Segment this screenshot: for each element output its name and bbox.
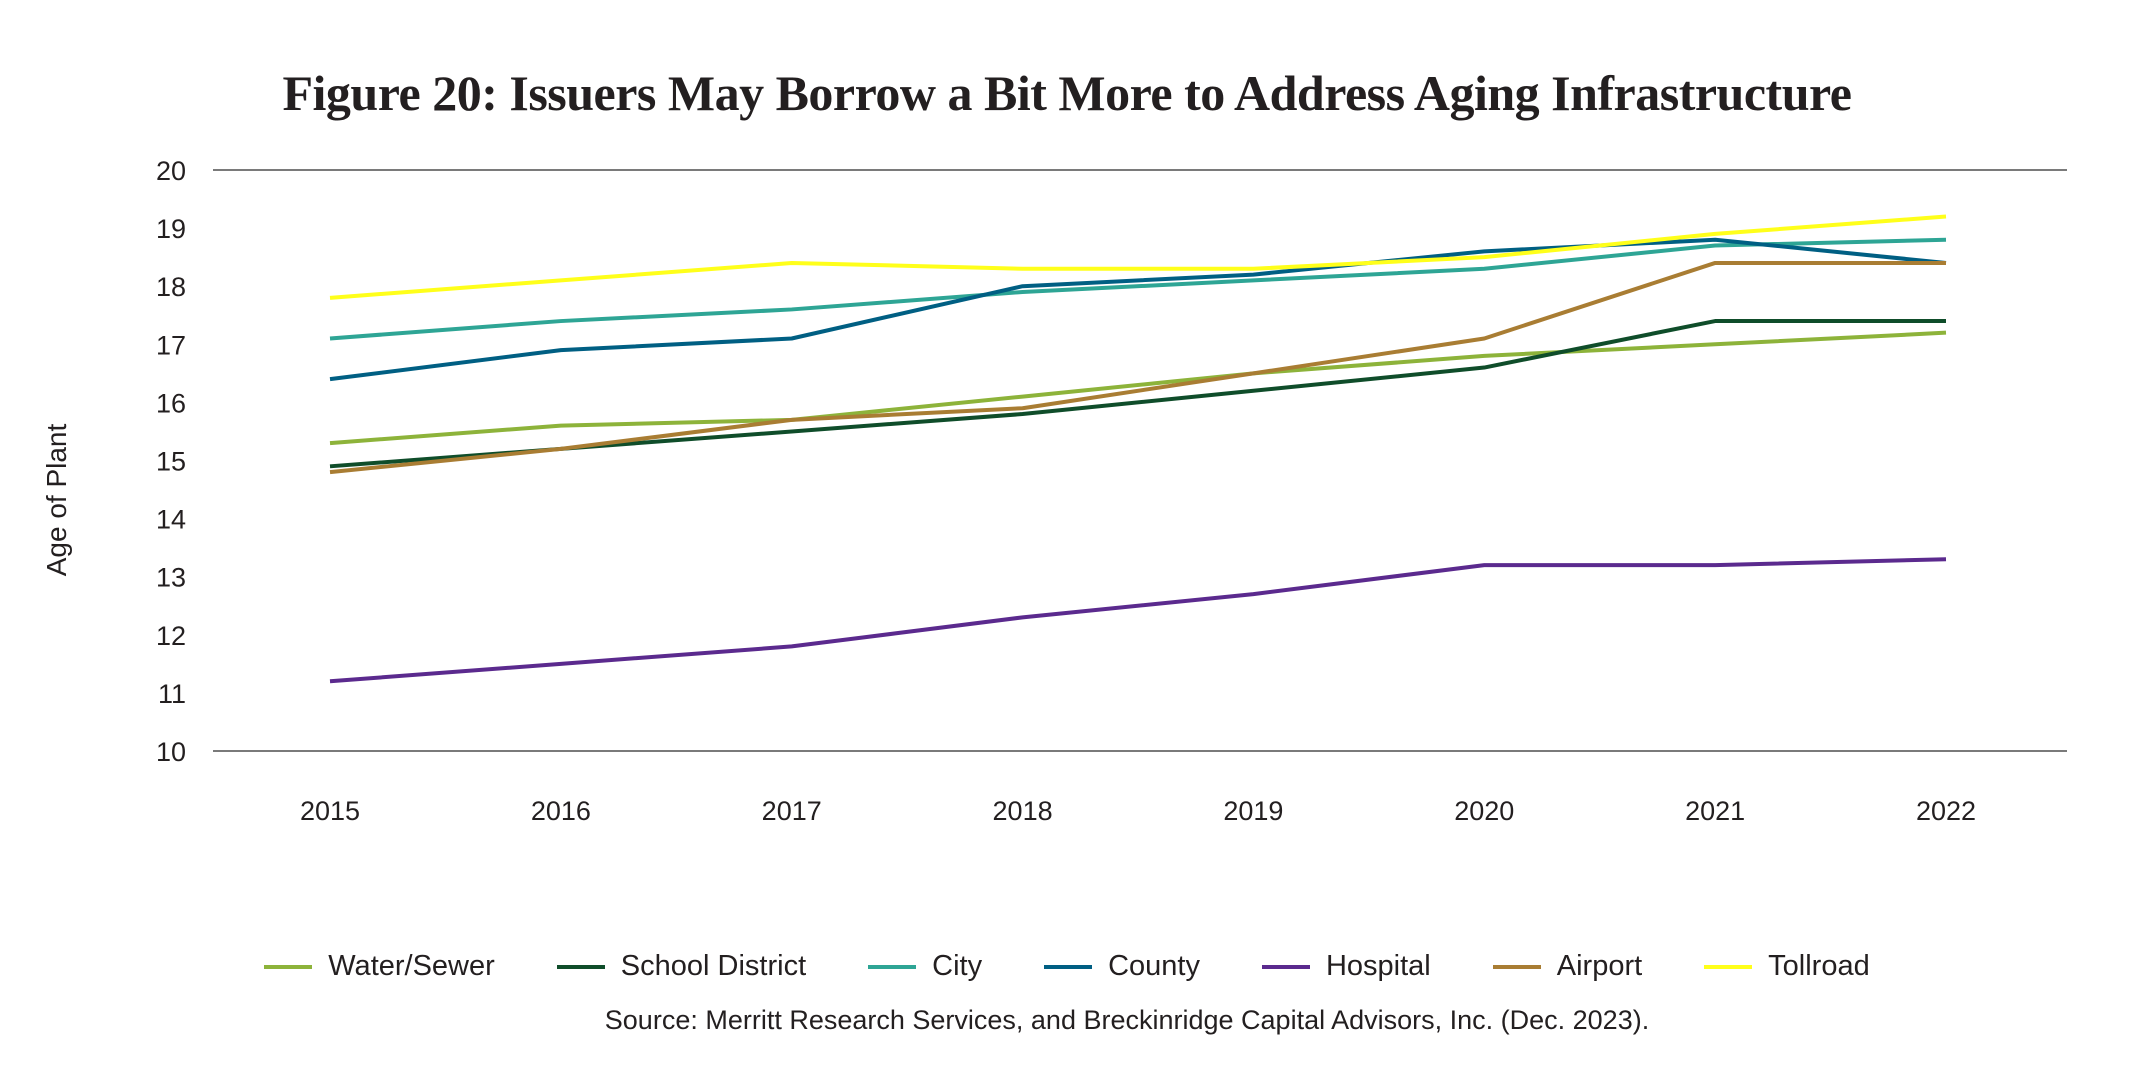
- y-tick-label: 13: [156, 563, 186, 593]
- x-tick-label: 2020: [1454, 796, 1514, 826]
- y-tick-label: 11: [158, 679, 186, 709]
- x-tick-label: 2022: [1916, 796, 1976, 826]
- legend-label: Tollroad: [1768, 950, 1870, 982]
- y-tick-label: 18: [156, 272, 186, 302]
- series-line-tollroad: [329, 214, 1947, 300]
- x-axis-ticks: 2015 2016 2017 2018 2019 2020 2021 2022: [300, 796, 1976, 826]
- legend-swatch: [1492, 964, 1541, 969]
- legend-item: Water/Sewer: [264, 950, 495, 983]
- legend-label: Hospital: [1325, 950, 1431, 982]
- series-line-hospital: [329, 557, 1947, 684]
- y-tick-label: 15: [156, 447, 186, 477]
- legend-swatch: [1704, 964, 1753, 969]
- series-line-school-district: [329, 319, 1946, 469]
- x-tick-label: 2018: [993, 796, 1053, 826]
- legend: Water/Sewer School District City County Hosp…: [0, 950, 2134, 983]
- legend-swatch: [1044, 964, 1093, 969]
- chart-title: Figure 20: Issuers May Borrow a Bit More…: [282, 65, 1852, 121]
- series-line-county: [329, 237, 1947, 382]
- x-tick-label: 2017: [762, 796, 822, 826]
- legend-swatch: [868, 964, 917, 969]
- legend-label: County: [1108, 950, 1200, 982]
- legend-item: City: [868, 950, 982, 983]
- y-tick-label: 10: [156, 737, 186, 767]
- y-tick-label: 16: [156, 388, 186, 418]
- legend-swatch: [264, 964, 313, 969]
- legend-item: Hospital: [1261, 950, 1431, 983]
- source-note: Source: Merritt Research Services, and B…: [604, 1005, 1650, 1035]
- legend-label: School District: [620, 950, 807, 982]
- gridlines: [213, 169, 2067, 752]
- y-tick-label: 17: [156, 330, 186, 360]
- y-axis-ticks: 10 11 12 13 14 15 16 17 18 19 20: [156, 156, 186, 767]
- y-tick-label: 20: [156, 156, 186, 186]
- legend-item: County: [1044, 950, 1200, 983]
- series-line-airport: [329, 260, 1946, 475]
- legend-item: Tollroad: [1704, 950, 1870, 983]
- x-tick-label: 2019: [1223, 796, 1283, 826]
- y-tick-label: 14: [156, 505, 186, 535]
- legend-item: Airport: [1492, 950, 1643, 983]
- legend-label: Airport: [1556, 950, 1643, 982]
- y-tick-label: 12: [156, 621, 186, 651]
- x-tick-label: 2016: [531, 796, 591, 826]
- series-line-water-sewer: [329, 330, 1947, 446]
- series-lines: [329, 214, 1947, 684]
- legend-swatch: [556, 964, 605, 969]
- legend-swatch: [1261, 964, 1310, 969]
- legend-item: School District: [556, 950, 807, 983]
- y-tick-label: 19: [156, 214, 186, 244]
- legend-label: Water/Sewer: [328, 950, 495, 982]
- x-tick-label: 2015: [300, 796, 360, 826]
- legend-label: City: [932, 950, 983, 982]
- series-line-city: [329, 237, 1947, 341]
- x-tick-label: 2021: [1685, 796, 1745, 826]
- y-axis-label: Age of Plant: [41, 424, 72, 577]
